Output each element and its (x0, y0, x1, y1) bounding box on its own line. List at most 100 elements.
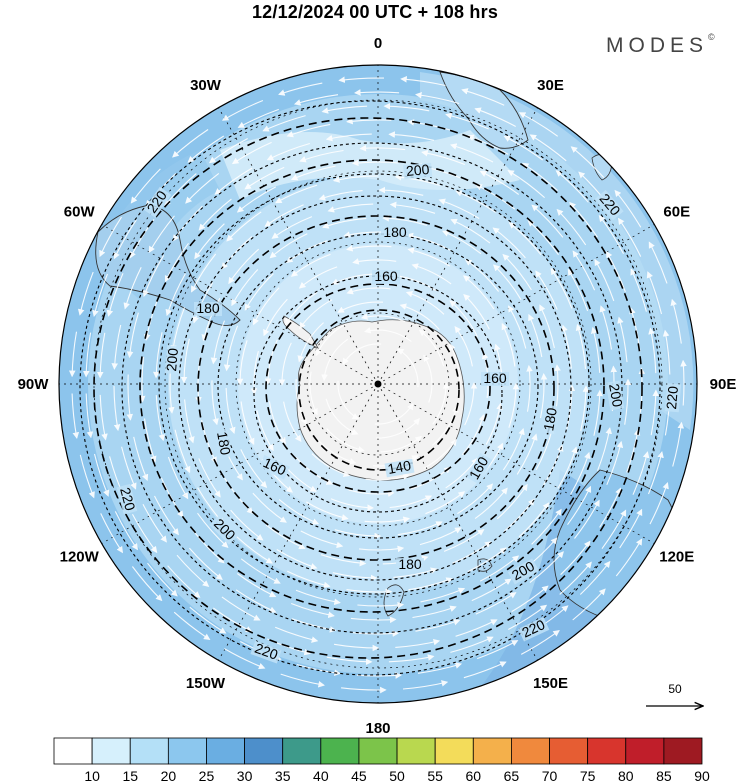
wind-streamline (185, 172, 220, 204)
colorbar-tick-label: 45 (351, 768, 367, 782)
wind-streamline (142, 503, 167, 543)
wind-streamline (285, 291, 318, 326)
wind-streamline (680, 359, 687, 406)
colorbar-tick-label: 15 (122, 768, 138, 782)
wind-streamline (646, 271, 663, 315)
wind-streamline (569, 201, 598, 238)
wind-streamline (306, 501, 349, 521)
wind-streamline (648, 241, 668, 284)
wind-streamline (389, 201, 436, 214)
wind-streamline (400, 76, 446, 87)
contour-180 (197, 215, 555, 561)
wind-streamline (359, 144, 406, 152)
wind-streamline (253, 287, 280, 326)
wind-streamline (594, 258, 615, 302)
wind-streamline (408, 577, 453, 591)
contour-label: 160 (483, 370, 507, 386)
wind-streamline (280, 673, 325, 688)
wind-streamline (311, 453, 351, 478)
contour-180 (178, 195, 572, 581)
wind-streamline (496, 483, 528, 520)
wind-streamline (165, 273, 186, 317)
wind-streamline (228, 248, 260, 285)
wind-streamline (352, 258, 397, 265)
contour-label-bg (396, 558, 424, 572)
wind-streamline (172, 129, 209, 158)
meridian-line (218, 107, 379, 385)
contour-label: 180 (196, 300, 220, 316)
wind-streamline (455, 619, 498, 637)
wind-streamline (522, 162, 559, 192)
wind-streamline (286, 123, 331, 138)
wind-streamline (290, 253, 331, 277)
wind-streamline (463, 661, 507, 679)
wind-streamline (93, 453, 110, 497)
contour-label-group: 200 (605, 380, 626, 411)
wind-streamline (575, 323, 587, 369)
wind-streamline (235, 589, 277, 613)
wind-streamline (225, 387, 236, 434)
wind-streamline (561, 324, 572, 369)
wind-streamline (132, 514, 158, 554)
colorbar-swatch (549, 737, 589, 765)
brand-name: MODES (606, 34, 709, 57)
map-title: 12/12/2024 00 UTC + 108 hrs (251, 2, 499, 22)
wind-streamline (266, 142, 310, 161)
contour-label: 200 (405, 161, 430, 179)
south-pole-marker (374, 380, 382, 388)
wind-streamline (309, 371, 318, 416)
wind-streamline (492, 227, 526, 259)
colorbar-tick-label: 90 (694, 768, 710, 782)
wind-streamline (148, 215, 175, 254)
wind-streamline (418, 329, 445, 367)
meridian-line (218, 383, 379, 661)
colorbar-swatch (206, 737, 245, 765)
wind-streamline (449, 300, 478, 338)
wind-streamline (321, 105, 368, 114)
wind-streamline (326, 428, 365, 453)
wind-streamline (263, 298, 288, 337)
wind-streamline (130, 168, 161, 204)
colorbar-tick-label: 75 (580, 768, 596, 782)
wind-streamline (502, 253, 532, 291)
wind-streamline (71, 393, 80, 439)
wind-streamline (580, 385, 590, 431)
colorbar-swatch (511, 737, 550, 765)
wind-streamline (269, 233, 308, 259)
longitude-label: 0 (374, 35, 382, 52)
contour-label: 180 (398, 556, 422, 572)
wind-streamline (364, 327, 412, 342)
wind-streamline (411, 263, 452, 285)
wind-streamline (290, 165, 336, 181)
wind-streamline (211, 380, 219, 426)
wind-streamline (155, 395, 166, 442)
reference-vector: 50 (646, 682, 703, 706)
contour-200 (139, 159, 605, 613)
wind-streamline (596, 427, 613, 472)
contour-label-bg (466, 452, 493, 485)
wind-streamline (341, 686, 387, 694)
wind-streamline (402, 680, 449, 690)
wind-streamline (123, 267, 142, 310)
wind-streamline (508, 604, 548, 630)
wind-streamline (463, 275, 495, 310)
wind-streamline (191, 253, 217, 293)
wind-streamline (351, 159, 399, 167)
wind-streamline (332, 175, 379, 183)
longitude-label: 120E (659, 549, 694, 566)
wind-streamline (475, 592, 517, 615)
wind-streamline (121, 446, 137, 490)
wind-streamline (593, 389, 604, 436)
wind-streamline (180, 338, 190, 384)
wind-streamline (82, 332, 92, 378)
wind-streamline (296, 663, 341, 677)
wind-streamline (291, 618, 337, 633)
wind-streamline (389, 495, 433, 509)
contour-200 (158, 173, 590, 595)
wind-streamline (507, 170, 545, 199)
colorbar-swatch (396, 737, 436, 765)
wind-streamline (208, 138, 248, 164)
wind-streamline (485, 402, 503, 445)
wind-streamline (223, 325, 239, 372)
wind-streamline (471, 578, 512, 602)
